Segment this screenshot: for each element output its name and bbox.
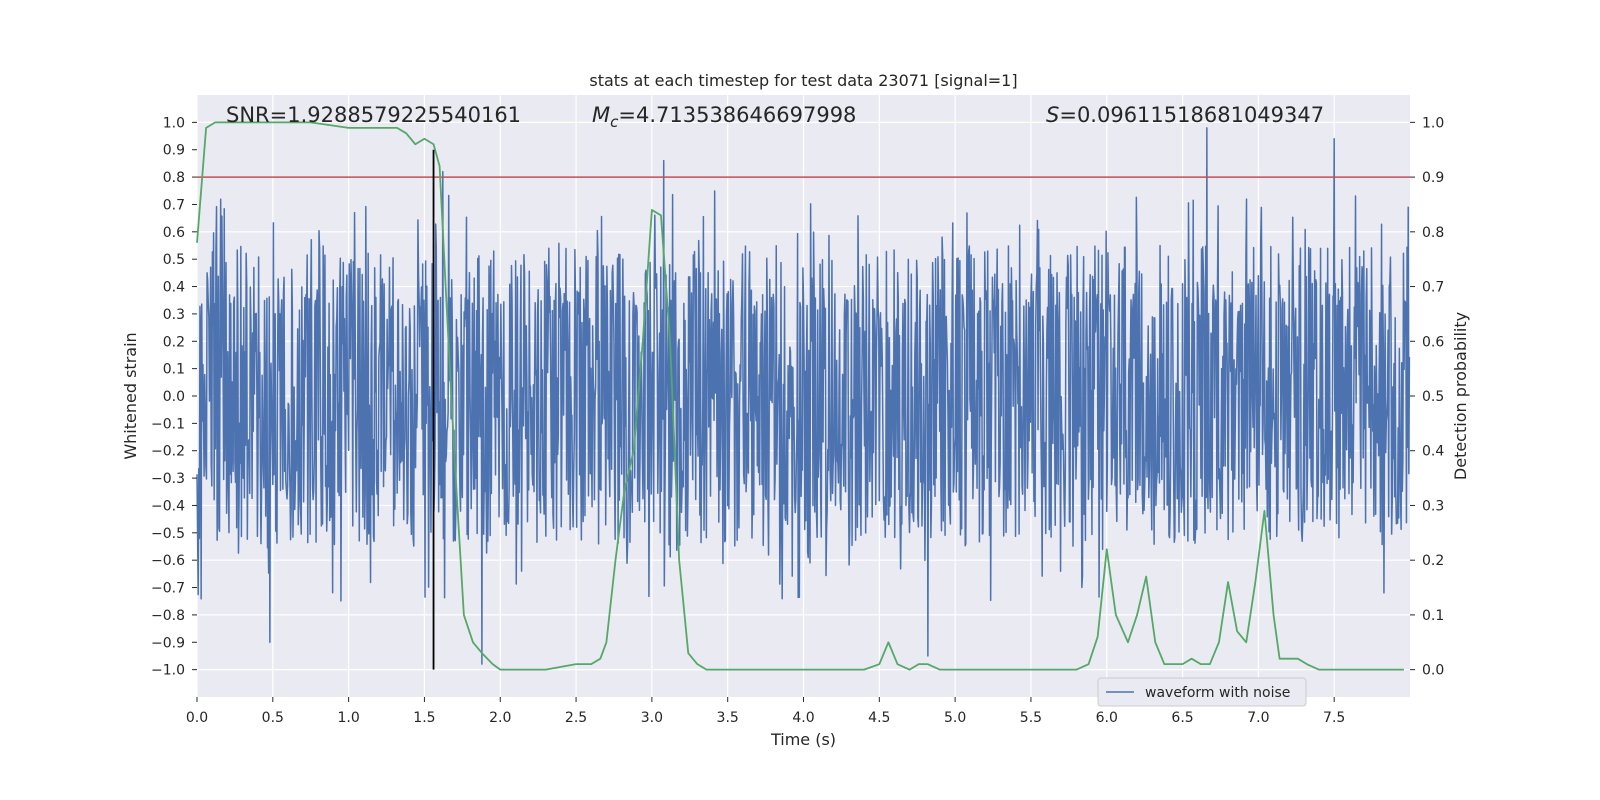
x-tick-label: 2.0 (489, 710, 511, 726)
waveform-with-noise-line (196, 127, 1411, 665)
waveform-series (196, 127, 1411, 665)
y-left-tick-label: −0.3 (151, 471, 185, 487)
y-left-tick-label: 0.4 (163, 280, 185, 296)
y-axis-right-label: Detection probability (1451, 312, 1470, 480)
y-left-tick-label: −0.5 (151, 526, 185, 542)
x-tick-label: 6.0 (1096, 710, 1118, 726)
x-tick-label: 2.5 (565, 710, 587, 726)
y-right-tick-label: 0.1 (1422, 608, 1444, 624)
axes: 0.0 0.5 1.0 1.5 2.0 2.5 3.0 3.5 4.0 4.5 5.0 5.5 6.0 6… (151, 115, 1444, 726)
x-tick-label: 3.5 (717, 710, 739, 726)
x-tick-label: 6.5 (1171, 710, 1193, 726)
s-value: =0.09611518681049347 (1059, 103, 1324, 127)
legend-box (1097, 677, 1307, 707)
mc-value: =4.713538646697998 (618, 103, 856, 127)
chirp-mass-annotation: Mc=4.713538646697998 (592, 103, 856, 131)
y-left-tick-label: 0.8 (163, 170, 185, 186)
overlay-lines (197, 149, 1410, 670)
y-right-tick-label: 0.9 (1422, 170, 1444, 186)
s-annotation: S=0.09611518681049347 (1046, 103, 1324, 127)
x-tick-label: 7.5 (1323, 710, 1345, 726)
y-left-tick-label: −0.7 (151, 581, 185, 597)
legend-entry-waveform: waveform with noise (1145, 685, 1290, 701)
x-tick-label: 4.5 (868, 710, 890, 726)
detection-probability-line (196, 121, 1404, 671)
y-right-tick-label: 0.8 (1422, 225, 1444, 241)
legend: waveform with noise (1097, 677, 1307, 707)
y-left-tick-label: 0.1 (163, 362, 185, 378)
x-tick-label: 0.5 (262, 710, 284, 726)
x-tick-label: 5.5 (1020, 710, 1042, 726)
y-right-tick-label: 0.4 (1422, 444, 1444, 460)
mc-subscript: c (610, 113, 619, 131)
x-tick-label: 0.0 (186, 710, 208, 726)
s-symbol: S (1046, 103, 1059, 127)
y-right-tick-label: 0.0 (1422, 663, 1444, 679)
y-left-tick-label: 0.0 (163, 389, 185, 405)
y-left-tick-label: 1.0 (163, 115, 185, 131)
y-left-tick-label: 0.7 (163, 197, 185, 213)
y-left-tick-label: −0.6 (151, 553, 185, 569)
x-axis-label: Time (s) (770, 730, 836, 749)
y-left-tick-label: 0.5 (163, 252, 185, 268)
y-left-tick-label: −0.8 (151, 608, 185, 624)
chart-title: stats at each timestep for test data 230… (589, 71, 1017, 90)
x-tick-label: 4.0 (792, 710, 814, 726)
probability-series (196, 121, 1404, 671)
y-left-tick-label: 0.6 (163, 225, 185, 241)
y-left-tick-label: 0.2 (163, 334, 185, 350)
y-right-tick-label: 0.2 (1422, 553, 1444, 569)
y-right-tick-label: 0.7 (1422, 280, 1444, 296)
y-left-tick-label: −0.2 (151, 444, 185, 460)
mc-symbol: M (592, 103, 610, 127)
y-left-tick-label: −1.0 (151, 663, 185, 679)
y-right-tick-label: 0.5 (1422, 389, 1444, 405)
y-left-tick-label: −0.1 (151, 416, 185, 432)
x-tick-label: 7.0 (1247, 710, 1269, 726)
y-right-tick-label: 1.0 (1422, 115, 1444, 131)
y-left-tick-label: −0.9 (151, 635, 185, 651)
snr-annotation: SNR=1.9288579225540161 (226, 103, 521, 127)
y-axis-left-label: Whitened strain (121, 332, 140, 459)
y-left-tick-label: 0.3 (163, 307, 185, 323)
x-tick-label: 1.5 (413, 710, 435, 726)
y-left-tick-label: −0.4 (151, 498, 185, 514)
y-left-tick-label: 0.9 (163, 143, 185, 159)
x-tick-label: 3.0 (641, 710, 663, 726)
y-right-tick-label: 0.6 (1422, 334, 1444, 350)
x-tick-label: 1.0 (337, 710, 359, 726)
y-right-tick-label: 0.3 (1422, 498, 1444, 514)
x-tick-label: 5.0 (944, 710, 966, 726)
